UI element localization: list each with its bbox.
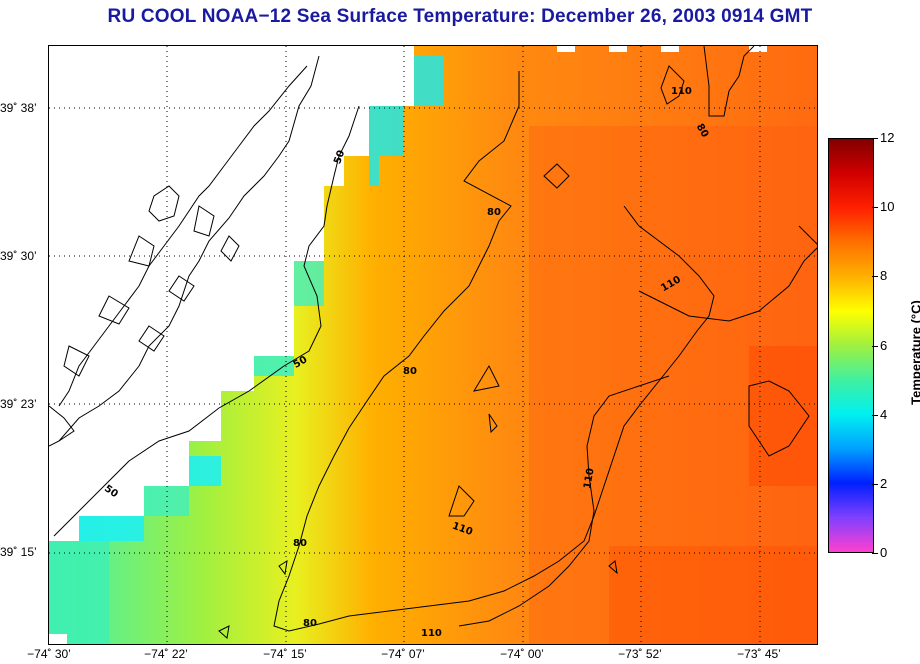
lon-label: −74˚ 15’ (263, 647, 307, 661)
colorbar-tick-label: 2 (880, 475, 888, 491)
contour-110c (638, 247, 817, 322)
colorbar-tick-label: 0 (880, 545, 888, 560)
lon-label: −74˚ 07’ (381, 647, 425, 661)
colorbar-tick-label: 6 (880, 337, 888, 353)
colorbar-tick-label: 8 (880, 268, 888, 284)
colorbar-tick-mark (872, 276, 878, 278)
contour-label: 110 (421, 628, 442, 639)
colorbar-tick-mark (872, 345, 878, 347)
colorbar-tick-mark (872, 414, 878, 416)
colorbar-label: Temperature (°C) (908, 300, 920, 405)
lon-label: −73˚ 45’ (737, 647, 781, 661)
colorbar-tick-mark (872, 138, 878, 139)
colorbar-tick-label: 4 (880, 406, 888, 422)
map-title: RU COOL NOAA−12 Sea Surface Temperature:… (107, 6, 813, 27)
contour-label: 50 (332, 149, 347, 166)
sst-map-canvas: 50 50 50 80 80 80 80 110 80 110 110 110 … (49, 46, 817, 644)
colorbar-tick-label: 10 (880, 199, 895, 215)
sst-field (49, 46, 817, 644)
lon-label: −73˚ 52’ (618, 647, 662, 661)
colorbar-tick-mark (872, 483, 878, 485)
contour-label: 80 (303, 618, 317, 629)
contour-right (798, 225, 817, 245)
contour-110d (458, 375, 670, 627)
contour-island1 (543, 163, 570, 189)
contour-label: 80 (403, 366, 417, 377)
contour-label: 110 (671, 86, 692, 97)
contour-island5 (278, 559, 288, 576)
lon-label: −74˚ 30’ (27, 647, 71, 661)
contour-label: 110 (582, 467, 596, 490)
contour-island7 (748, 380, 810, 457)
colorbar (828, 138, 874, 553)
sst-map[interactable]: 50 50 50 80 80 80 80 110 80 110 110 110 … (48, 45, 818, 645)
contour-110b (703, 46, 755, 117)
contour-island6 (608, 560, 618, 575)
lat-label: 39˚ 15’ (0, 545, 37, 559)
lat-label: 39˚ 23’ (0, 397, 37, 411)
contour-label: 80 (293, 538, 307, 549)
contour-island8 (218, 625, 230, 639)
contour-80 (273, 71, 715, 632)
lat-label: 39˚ 38’ (0, 101, 37, 115)
contour-island2 (472, 364, 500, 392)
contour-110a (660, 65, 685, 105)
contour-island3 (488, 413, 498, 434)
graticule (49, 46, 817, 644)
coastline (49, 55, 320, 447)
land-mask (49, 46, 414, 541)
depth-contours (53, 46, 817, 639)
lon-label: −74˚ 22’ (144, 647, 188, 661)
colorbar-tick-label: 12 (880, 130, 895, 145)
colorbar-tick-mark (872, 553, 878, 554)
lat-label: 39˚ 30’ (0, 249, 37, 263)
contour-50 (53, 105, 360, 537)
contour-label: 80 (487, 207, 501, 218)
lon-label: −74˚ 00’ (500, 647, 544, 661)
contour-island4 (448, 485, 475, 517)
colorbar-tick-mark (872, 207, 878, 209)
